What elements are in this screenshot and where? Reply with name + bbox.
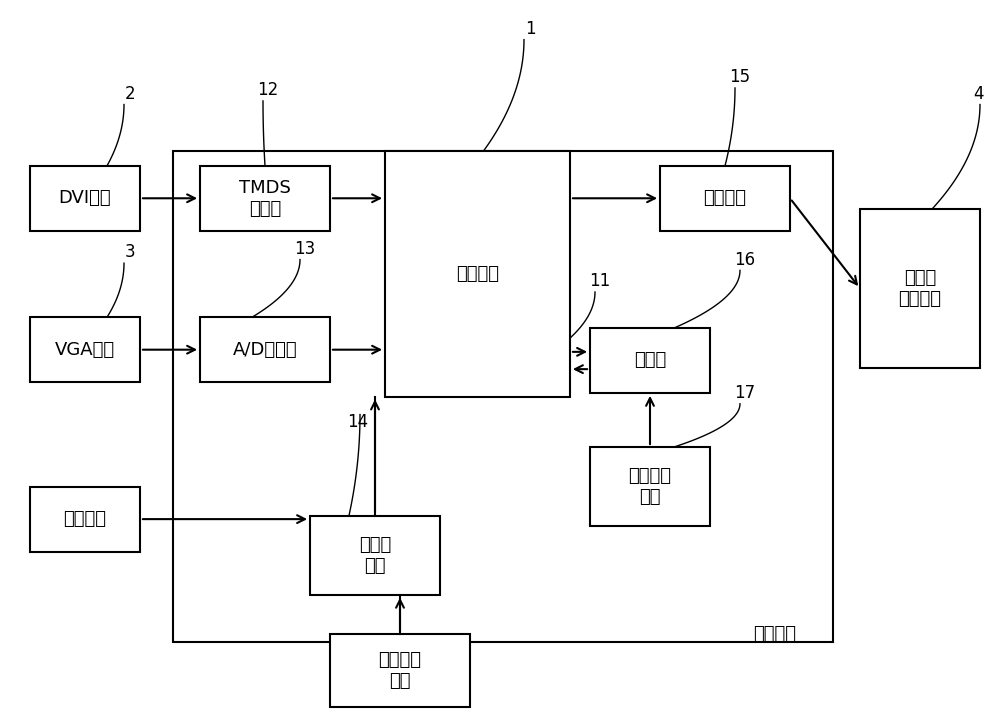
Text: DVI芯片: DVI芯片 xyxy=(59,190,111,207)
Text: 15: 15 xyxy=(729,68,751,86)
Text: 1: 1 xyxy=(525,20,535,37)
Bar xyxy=(173,151,833,642)
Text: 13: 13 xyxy=(294,240,316,257)
Bar xyxy=(385,151,570,397)
Text: 发送电路: 发送电路 xyxy=(704,190,747,207)
Bar xyxy=(200,166,330,231)
Text: 2: 2 xyxy=(125,85,135,102)
Text: 17: 17 xyxy=(734,384,756,402)
Text: 4: 4 xyxy=(973,85,983,102)
Bar xyxy=(590,328,710,393)
Text: VGA芯片: VGA芯片 xyxy=(55,341,115,358)
Text: 单片机: 单片机 xyxy=(634,352,666,369)
Bar xyxy=(660,166,790,231)
Bar xyxy=(30,317,140,382)
Bar xyxy=(310,516,440,595)
Bar xyxy=(200,317,330,382)
Text: 无线通讯
芯片: 无线通讯 芯片 xyxy=(628,467,671,506)
Text: A/D转换器: A/D转换器 xyxy=(233,341,297,358)
Text: 微控制
电路: 微控制 电路 xyxy=(359,536,391,575)
Text: TMDS
接收器: TMDS 接收器 xyxy=(239,179,291,218)
Text: 14: 14 xyxy=(347,413,369,430)
Text: 3: 3 xyxy=(125,244,135,261)
Text: 11: 11 xyxy=(589,273,611,290)
Bar xyxy=(30,166,140,231)
Text: 按键开关
电路: 按键开关 电路 xyxy=(378,651,422,690)
Bar xyxy=(30,487,140,552)
Text: 主控芯片: 主控芯片 xyxy=(456,265,499,283)
Bar xyxy=(590,447,710,526)
Text: 主板电路: 主板电路 xyxy=(754,626,796,643)
Text: 12: 12 xyxy=(257,81,279,99)
Text: 16: 16 xyxy=(734,251,756,268)
Bar xyxy=(860,209,980,368)
Bar xyxy=(330,634,470,707)
Text: 显示器
面板电路: 显示器 面板电路 xyxy=(898,269,941,308)
Text: 电源电路: 电源电路 xyxy=(63,510,106,528)
